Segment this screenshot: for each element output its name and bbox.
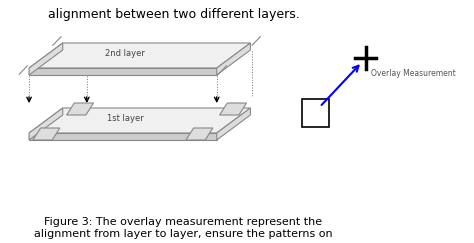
Text: Figure 3: The overlay measurement represent the: Figure 3: The overlay measurement repres…	[44, 217, 322, 227]
Text: 1st layer: 1st layer	[107, 114, 144, 123]
Polygon shape	[29, 43, 250, 68]
Polygon shape	[29, 133, 217, 140]
Text: alignment from layer to layer, ensure the patterns on: alignment from layer to layer, ensure th…	[34, 229, 332, 239]
Polygon shape	[217, 108, 250, 140]
Polygon shape	[33, 128, 60, 140]
Polygon shape	[29, 108, 250, 133]
Text: Overlay Measurement: Overlay Measurement	[371, 69, 456, 78]
Polygon shape	[29, 43, 63, 75]
Polygon shape	[186, 128, 213, 140]
Polygon shape	[219, 103, 246, 115]
Text: 2nd layer: 2nd layer	[105, 49, 145, 58]
Bar	[302, 99, 329, 127]
Polygon shape	[66, 103, 93, 115]
Polygon shape	[29, 68, 217, 75]
Text: alignment between two different layers.: alignment between two different layers.	[47, 8, 299, 21]
Polygon shape	[217, 43, 250, 75]
Polygon shape	[29, 108, 63, 140]
